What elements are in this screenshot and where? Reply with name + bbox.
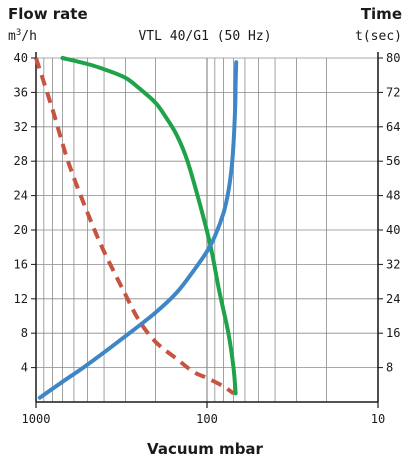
right-tick-label: 8 xyxy=(386,361,393,375)
right-tick-label: 48 xyxy=(386,189,400,203)
chart-title: VTL 40/G1 (50 Hz) xyxy=(138,29,271,44)
right-axis-unit: t(sec) xyxy=(355,29,402,44)
x-axis-title: Vacuum mbar xyxy=(147,440,264,458)
right-tick-label: 40 xyxy=(386,223,400,237)
x-tick-label: 1000 xyxy=(22,412,51,426)
left-tick-label: 32 xyxy=(14,120,28,134)
left-tick-label: 36 xyxy=(14,85,28,99)
left-tick-label: 40 xyxy=(14,51,28,65)
right-tick-label: 80 xyxy=(386,51,400,65)
left-tick-label: 16 xyxy=(14,257,28,271)
right-tick-label: 64 xyxy=(386,120,400,134)
left-tick-label: 20 xyxy=(14,223,28,237)
series-line-1 xyxy=(60,56,238,396)
left-tick-label: 4 xyxy=(21,361,28,375)
tick-labels: 4812162024283236408162432404856647280100… xyxy=(14,51,401,426)
left-axis-title: Flow rate xyxy=(8,5,88,23)
right-tick-label: 56 xyxy=(386,154,400,168)
right-tick-label: 72 xyxy=(386,85,400,99)
right-tick-label: 24 xyxy=(386,292,400,306)
left-tick-label: 28 xyxy=(14,154,28,168)
right-tick-label: 16 xyxy=(386,326,400,340)
right-tick-label: 32 xyxy=(386,257,400,271)
x-tick-label: 100 xyxy=(196,412,218,426)
x-tick-label: 10 xyxy=(371,412,385,426)
left-tick-label: 8 xyxy=(21,326,28,340)
series-group xyxy=(34,56,239,400)
left-tick-label: 12 xyxy=(14,292,28,306)
right-axis-title: Time xyxy=(361,5,402,23)
left-tick-label: 24 xyxy=(14,189,28,203)
left-axis-unit: m3/h xyxy=(8,28,37,44)
series-line-3 xyxy=(34,57,235,396)
series-line-2 xyxy=(37,60,239,400)
axes xyxy=(31,52,383,408)
grid xyxy=(36,57,379,402)
